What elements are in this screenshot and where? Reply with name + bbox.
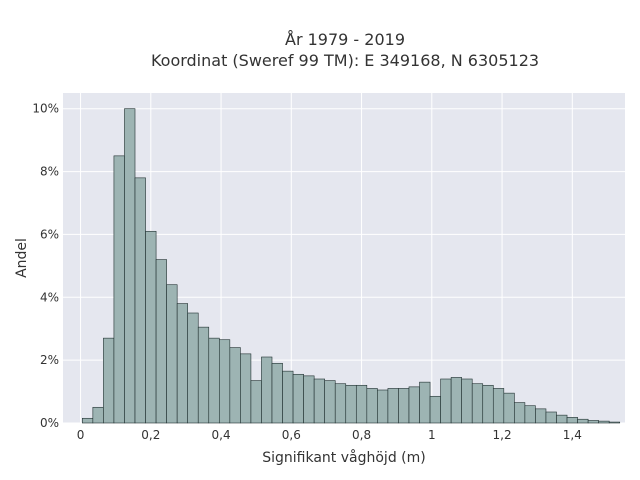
histogram-bar	[514, 402, 526, 424]
histogram-bar	[545, 411, 557, 424]
x-tick-label: 1,4	[563, 428, 582, 442]
histogram-bar	[408, 386, 420, 424]
y-tick-label: 0%	[40, 416, 59, 430]
chart-subtitle: Koordinat (Sweref 99 TM): E 349168, N 63…	[151, 51, 539, 70]
histogram-bar	[292, 373, 304, 424]
y-tick-label: 2%	[40, 353, 59, 367]
histogram-bar	[450, 377, 462, 424]
histogram-bar	[240, 353, 252, 424]
x-tick-label: 1,2	[493, 428, 512, 442]
histogram-bar	[577, 418, 589, 424]
histogram-bar	[482, 384, 494, 424]
histogram-bar	[187, 312, 199, 424]
histogram-bar	[440, 378, 452, 424]
histogram-bar	[598, 420, 610, 424]
histogram-bar	[608, 421, 621, 424]
y-tick-label: 6%	[40, 227, 59, 241]
chart-title: År 1979 - 2019	[285, 30, 405, 49]
y-axis-label: Andel	[14, 238, 30, 278]
histogram-bar	[556, 414, 568, 424]
histogram-bar	[535, 408, 547, 424]
histogram-bar	[113, 155, 125, 424]
histogram-bar	[124, 108, 136, 424]
histogram-bar	[197, 326, 210, 424]
histogram-bar	[145, 230, 157, 424]
histogram-bar	[166, 284, 178, 424]
histogram-bar	[282, 370, 294, 424]
x-tick-label: 0,4	[212, 428, 231, 442]
y-tick-label: 10%	[32, 102, 59, 116]
x-tick-label: 0,2	[141, 428, 160, 442]
histogram-bar	[366, 388, 378, 424]
histogram-bar	[155, 259, 167, 424]
histogram-bar	[398, 388, 410, 424]
histogram-bar	[103, 337, 115, 424]
histogram-bar	[324, 380, 336, 424]
histogram-bar	[303, 375, 315, 424]
x-tick-label: 1	[428, 428, 436, 442]
histogram-bar	[492, 388, 505, 424]
x-axis-label: Signifikant våghöjd (m)	[262, 449, 425, 466]
histogram-bar	[355, 384, 368, 424]
histogram-bar	[345, 384, 357, 424]
histogram-bar	[387, 388, 399, 424]
histogram-bar	[524, 405, 536, 424]
histogram-bar	[82, 417, 94, 424]
histogram-bar	[313, 378, 325, 424]
histogram-bar	[503, 392, 515, 424]
histogram-bar	[377, 389, 389, 424]
histogram-bar	[261, 356, 273, 424]
histogram-bar	[229, 347, 241, 424]
y-tick-labels: 0% 2% 4% 6% 8% 10%	[32, 102, 59, 430]
bars-group	[82, 108, 621, 424]
x-tick-label: 0,8	[352, 428, 371, 442]
histogram-bar	[250, 380, 262, 424]
histogram-bar	[461, 378, 473, 424]
histogram-bar	[566, 417, 578, 424]
x-tick-label: 0,6	[282, 428, 301, 442]
histogram-bar	[134, 177, 146, 424]
histogram-bar	[219, 339, 231, 424]
y-tick-label: 8%	[40, 165, 59, 179]
histogram-bar	[587, 420, 599, 424]
histogram-bar	[271, 362, 283, 424]
y-tick-label: 4%	[40, 290, 59, 304]
histogram-bar	[334, 383, 347, 424]
histogram-bar	[176, 303, 188, 424]
histogram-bar	[92, 406, 104, 424]
histogram-bar	[471, 383, 484, 424]
histogram-bar	[419, 381, 431, 424]
histogram-bar	[208, 337, 220, 424]
x-tick-label: 0	[77, 428, 85, 442]
histogram-bar	[429, 395, 441, 424]
x-tick-labels: 0 0,2 0,4 0,6 0,8 1 1,2 1,4	[77, 428, 582, 442]
